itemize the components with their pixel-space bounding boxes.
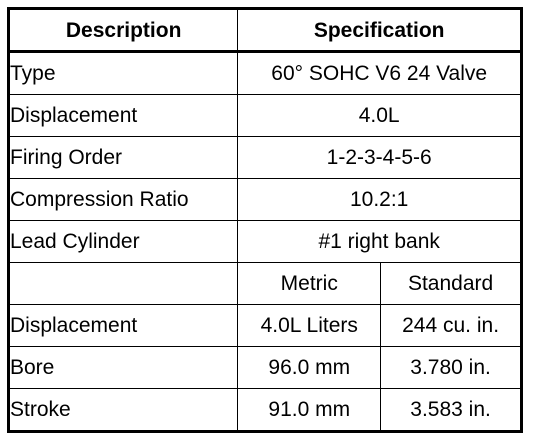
engine-spec-table: Description Specification Type 60° SOHC … xyxy=(7,7,523,433)
row-value: 10.2:1 xyxy=(237,178,522,221)
table-row-displacement: Displacement 4.0L xyxy=(7,94,522,137)
table-row-firing-order: Firing Order 1-2-3-4-5-6 xyxy=(7,136,522,179)
row-value: 4.0L xyxy=(237,94,522,137)
row-label: Bore xyxy=(7,346,239,389)
table-row-displacement-measure: Displacement 4.0L Liters 244 cu. in. xyxy=(7,304,522,347)
row-label: Type xyxy=(7,51,239,95)
row-value: 60° SOHC V6 24 Valve xyxy=(237,51,522,95)
standard-value: 244 cu. in. xyxy=(380,304,522,347)
metric-value: 4.0L Liters xyxy=(237,304,382,347)
description-header: Description xyxy=(7,8,239,53)
row-label: Firing Order xyxy=(7,136,239,179)
table-row-type: Type 60° SOHC V6 24 Valve xyxy=(7,51,522,95)
table-row-bore: Bore 96.0 mm 3.780 in. xyxy=(7,346,522,389)
row-value: #1 right bank xyxy=(237,220,522,263)
table-header-row: Description Specification xyxy=(7,8,522,53)
table-row-compression-ratio: Compression Ratio 10.2:1 xyxy=(7,178,522,221)
units-header-row: Metric Standard xyxy=(7,262,522,305)
metric-value: 91.0 mm xyxy=(237,388,382,432)
units-header-blank xyxy=(7,262,239,305)
specification-header: Specification xyxy=(237,8,522,53)
row-label: Displacement xyxy=(7,94,239,137)
row-label: Displacement xyxy=(7,304,239,347)
standard-value: 3.780 in. xyxy=(380,346,522,389)
row-label: Lead Cylinder xyxy=(7,220,239,263)
table-row-stroke: Stroke 91.0 mm 3.583 in. xyxy=(7,388,522,432)
row-label: Stroke xyxy=(7,388,239,432)
metric-header: Metric xyxy=(237,262,382,305)
row-value: 1-2-3-4-5-6 xyxy=(237,136,522,179)
standard-value: 3.583 in. xyxy=(380,388,522,432)
table-row-lead-cylinder: Lead Cylinder #1 right bank xyxy=(7,220,522,263)
row-label: Compression Ratio xyxy=(7,178,239,221)
metric-value: 96.0 mm xyxy=(237,346,382,389)
standard-header: Standard xyxy=(380,262,522,305)
